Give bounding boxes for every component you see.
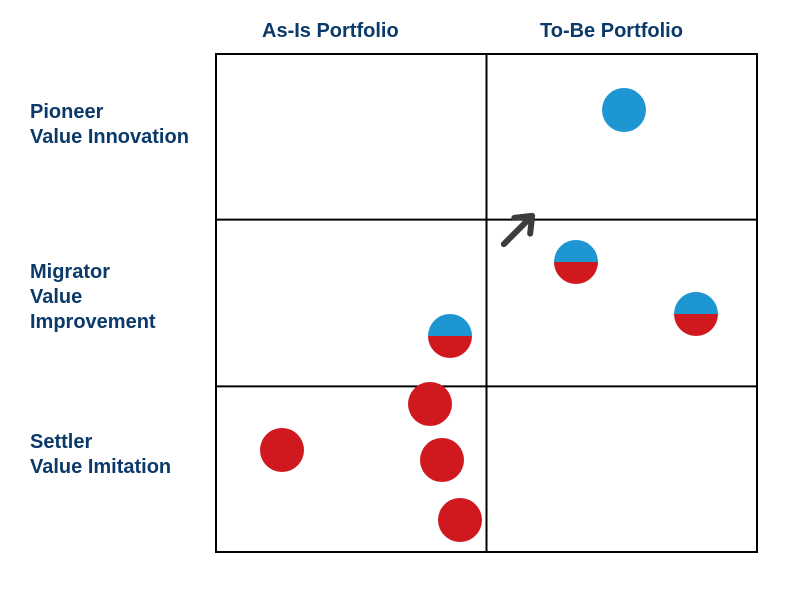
dot-d4 [428,314,472,358]
row-label-line: Pioneer [30,100,189,125]
row-label-line: Value Imitation [30,455,171,480]
dot-d6 [260,428,304,472]
dot-d8 [438,498,482,542]
row-label-line: Improvement [30,310,156,335]
row-label-line: Value Innovation [30,125,189,150]
col-header-to-be: To-Be Portfolio [540,20,683,43]
col-header-as-is: As-Is Portfolio [262,20,399,43]
row-label-migrator: Migrator Value Improvement [30,260,156,335]
row-label-line: Value [30,285,156,310]
dot-d1 [602,88,646,132]
row-label-line: Migrator [30,260,156,285]
row-label-line: Settler [30,430,171,455]
dot-d7 [420,438,464,482]
dot-d5 [408,382,452,426]
row-label-pioneer: Pioneer Value Innovation [30,100,189,150]
dot-d2 [554,240,598,284]
dot-d3 [674,292,718,336]
migration-arrow-icon [478,190,558,270]
pms-map-container: As-Is Portfolio To-Be Portfolio Pioneer … [0,0,800,600]
row-label-settler: Settler Value Imitation [30,430,171,480]
